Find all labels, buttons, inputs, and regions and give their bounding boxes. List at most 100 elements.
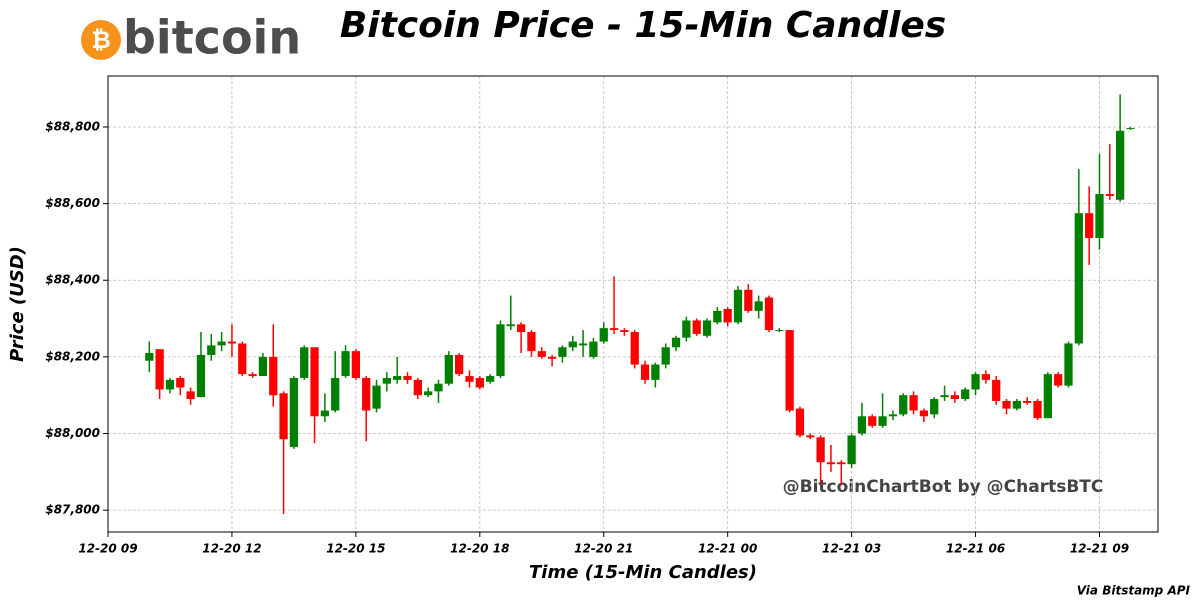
y-tick-label: $88,000 (45, 426, 100, 440)
candle-body (217, 341, 226, 346)
plot-frame (107, 75, 1159, 533)
candle-body (320, 410, 330, 417)
candle-body (155, 349, 164, 390)
candle-body (775, 330, 784, 332)
candle-body (331, 377, 340, 411)
candle-body (196, 354, 206, 398)
candle-body (899, 395, 908, 415)
candle-body (795, 408, 805, 436)
candle-body (692, 320, 701, 334)
candle-body (372, 385, 381, 409)
candle-body (238, 343, 247, 375)
x-tick-label: 12-21 03 (822, 542, 881, 556)
candle-body (806, 435, 815, 438)
candle-body (165, 379, 175, 390)
candle-body (351, 351, 360, 378)
candle-body (227, 341, 237, 344)
candle-body (1116, 130, 1125, 200)
candle-body (1064, 343, 1073, 386)
x-axis-label: Time (15-Min Candles) (529, 562, 757, 583)
candle-body (547, 356, 557, 359)
candle-body (1095, 194, 1104, 239)
logo-text: bitcoin (123, 11, 301, 65)
candle-body (992, 379, 1001, 401)
candle-body (248, 374, 257, 377)
candle-body (1023, 400, 1032, 403)
candle-body (837, 462, 846, 465)
x-tick-label: 12-21 00 (698, 542, 757, 556)
candle-body (640, 364, 650, 380)
candle-body (702, 320, 712, 336)
candle-body (857, 416, 867, 434)
candle-body (847, 435, 856, 465)
candle-body (981, 374, 990, 380)
candle-body (868, 416, 877, 426)
x-tick-label: 12-20 15 (326, 542, 385, 556)
chart-title: Bitcoin Price - 15-Min Candles (340, 5, 946, 46)
candle-body (568, 341, 577, 348)
candle-body (403, 376, 412, 380)
candle-body (1002, 400, 1011, 409)
candle-body (1105, 194, 1114, 196)
candle-body (1054, 374, 1063, 386)
candle-body (589, 341, 598, 357)
candle-body (950, 395, 960, 400)
candle-body (930, 399, 939, 415)
candle-body (362, 377, 371, 411)
candle-body (713, 310, 722, 323)
candle-body (744, 289, 753, 311)
candle-body (516, 324, 526, 332)
candle-body (145, 353, 154, 361)
y-tick-label: $88,400 (45, 273, 100, 287)
candle-body (909, 395, 918, 411)
candle-body (424, 391, 433, 396)
y-axis-label: Price (USD) (7, 246, 28, 362)
candle-body (599, 328, 608, 342)
candle-body (785, 330, 794, 411)
y-tick-label: $88,800 (45, 119, 100, 133)
x-tick-label: 12-20 21 (574, 542, 633, 556)
x-tick-label: 12-20 18 (450, 542, 509, 556)
candle-body (279, 393, 288, 440)
candle-body (289, 377, 299, 447)
x-tick-label: 12-21 09 (1070, 542, 1129, 556)
candle-body (176, 377, 185, 388)
candle-body (207, 345, 216, 355)
candle-body (434, 383, 443, 392)
candle-body (630, 331, 639, 365)
candle-body (826, 462, 836, 465)
candle-body (733, 289, 743, 323)
candle-body (888, 414, 898, 417)
candle-body (723, 308, 732, 323)
candle-body (527, 331, 536, 352)
x-tick-label: 12-21 06 (946, 542, 1005, 556)
candle-body (661, 347, 670, 365)
candle-body (940, 395, 949, 398)
candle-body (682, 320, 691, 338)
candle-body (341, 351, 350, 377)
y-tick-label: $88,600 (45, 196, 100, 210)
candle-body (413, 379, 422, 396)
candle-body (878, 416, 887, 426)
x-tick-label: 12-20 09 (78, 542, 137, 556)
candle-body (558, 347, 567, 357)
candle-body (971, 374, 980, 390)
candle-body (671, 337, 681, 348)
candle-body (1033, 400, 1042, 419)
candle-body (1085, 213, 1094, 239)
source-note: Via Bitstamp API (1077, 584, 1191, 598)
candle-body (651, 364, 660, 380)
candle-body (754, 301, 763, 311)
candle-body (1043, 374, 1052, 419)
candle-body (186, 391, 195, 400)
x-tick-label: 12-20 12 (202, 542, 261, 556)
candle-body (919, 410, 929, 417)
candle-body (1126, 128, 1135, 130)
y-tick-label: $87,800 (45, 503, 100, 517)
candle-body (1012, 400, 1021, 409)
candle-body (609, 328, 619, 331)
candle-body (816, 437, 825, 463)
candle-body (258, 356, 268, 377)
candle-body (578, 343, 588, 346)
